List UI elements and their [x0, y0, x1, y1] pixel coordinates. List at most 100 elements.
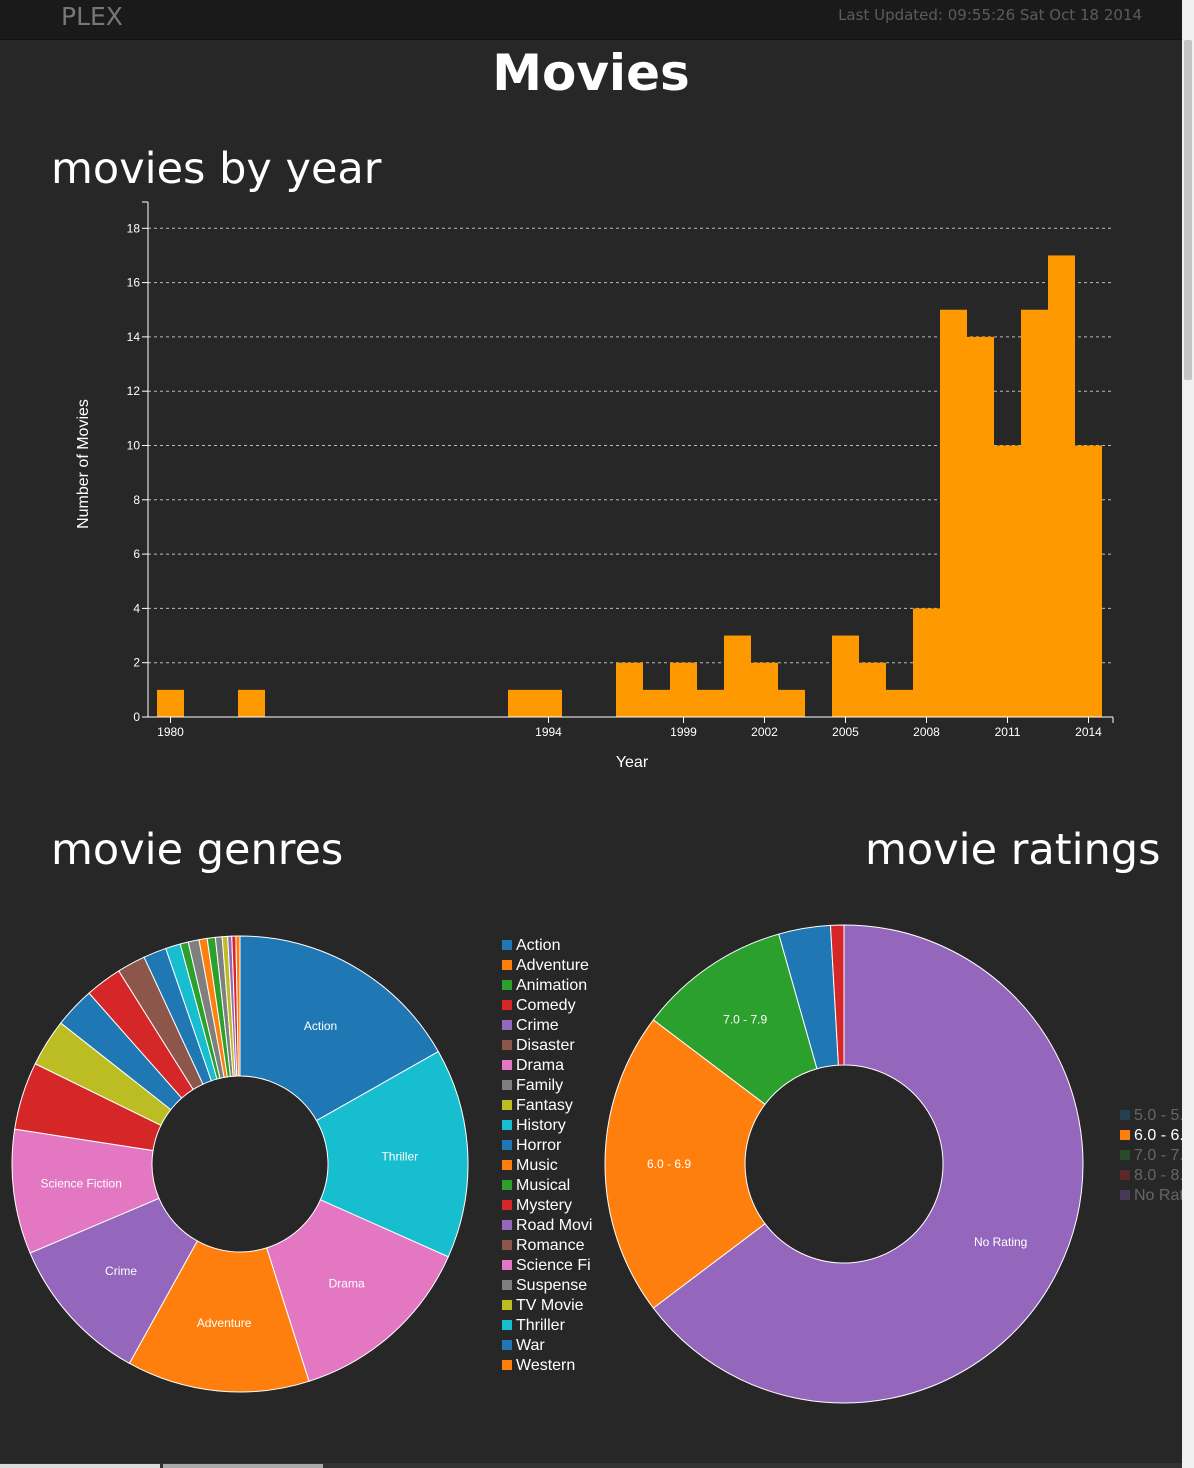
- legend-swatch: [502, 1100, 512, 1110]
- page-scrollbar[interactable]: [1182, 0, 1194, 1468]
- legend-swatch: [502, 1120, 512, 1130]
- legend-swatch: [502, 1340, 512, 1350]
- legend-swatch: [1120, 1130, 1130, 1140]
- legend-item: 7.0 - 7.: [1134, 1147, 1182, 1164]
- ratings-legend: 5.0 - 5. 6.0 - 6. 7.0 - 7. 8.0 - 8. No Rat: [1120, 1107, 1182, 1204]
- legend-swatch: [502, 1040, 512, 1050]
- legend-item: Thriller: [516, 1317, 566, 1334]
- movie-genres-chart: Action Thriller Drama Adventure Crime Science…: [11, 935, 592, 1393]
- bottom-tab-strip: [0, 1463, 1182, 1468]
- bar: [778, 689, 805, 717]
- y-axis-title: Number of Movies: [75, 399, 92, 529]
- bar: [670, 662, 697, 717]
- ratings-section-title: movie ratings: [865, 825, 1161, 875]
- top-navbar: PLEX Last Updated: 09:55:26 Sat Oct 18 2…: [0, 0, 1182, 40]
- legend-item: TV Movie: [516, 1297, 584, 1314]
- legend-item: Comedy: [516, 997, 576, 1014]
- bar: [157, 689, 184, 717]
- slice-label: Crime: [105, 1264, 137, 1278]
- scrollbar-thumb[interactable]: [1184, 40, 1192, 380]
- legend-item: History: [516, 1117, 566, 1134]
- legend-item: Suspense: [516, 1277, 587, 1294]
- slice-label: Adventure: [197, 1316, 252, 1330]
- donut-slice: [829, 924, 845, 1066]
- x-tick-label: 2005: [832, 725, 859, 739]
- donut-slice: [604, 1019, 766, 1309]
- bar: [238, 689, 265, 717]
- genres-section-title: movie genres: [51, 825, 344, 875]
- legend-item: Drama: [516, 1057, 564, 1074]
- legend-item: Horror: [516, 1137, 562, 1154]
- legend-swatch: [502, 1300, 512, 1310]
- legend-item: Road Movi: [516, 1217, 592, 1234]
- y-tick-label: 16: [127, 276, 141, 290]
- bar: [886, 689, 913, 717]
- y-tick-label: 8: [133, 493, 140, 507]
- y-tick-label: 0: [133, 710, 140, 724]
- legend-swatch: [1120, 1110, 1130, 1120]
- legend-swatch: [502, 1020, 512, 1030]
- legend-swatch: [502, 1140, 512, 1150]
- y-tick-label: 14: [127, 330, 141, 344]
- donut-slice: [266, 1199, 449, 1382]
- bottom-tab-1[interactable]: [0, 1464, 160, 1468]
- legend-swatch: [502, 1220, 512, 1230]
- bar: [1048, 255, 1075, 717]
- bar: [643, 689, 670, 717]
- legend-item: Mystery: [516, 1197, 572, 1214]
- donut-slice: [652, 924, 1084, 1404]
- movies-by-year-chart: 0 2 4 6 8 10 12 14 16 18 1980 1994 1999 2002 2005 2008 2…: [75, 201, 1114, 771]
- legend-item: Crime: [516, 1017, 559, 1034]
- bar: [832, 635, 859, 717]
- bar: [508, 689, 535, 717]
- legend-swatch: [502, 1320, 512, 1330]
- legend-swatch: [502, 1280, 512, 1290]
- bar: [535, 689, 562, 717]
- page-title: Movies: [492, 44, 690, 102]
- slice-label: 6.0 - 6.9: [647, 1157, 691, 1171]
- bar-chart-body: 0 2 4 6 8 10 12 14 16 18 1980 1994 1999 2002 2005 2008 2…: [75, 201, 1114, 771]
- bar: [724, 635, 751, 717]
- donut-slice: [29, 1197, 198, 1365]
- legend-swatch: [1120, 1150, 1130, 1160]
- movie-ratings-chart: No Rating 6.0 - 6.9 7.0 - 7.9 5.0 - 5. 6.0 -…: [604, 924, 1182, 1404]
- x-tick-label: 2008: [913, 725, 940, 739]
- legend-swatch: [502, 1260, 512, 1270]
- legend-swatch: [502, 940, 512, 950]
- legend-item: Musical: [516, 1177, 570, 1194]
- legend-swatch: [502, 1200, 512, 1210]
- legend-item: 6.0 - 6.: [1134, 1127, 1182, 1144]
- legend-item: No Rat: [1134, 1187, 1182, 1204]
- donut-slice: [128, 1240, 310, 1393]
- slice-label: Thriller: [381, 1149, 418, 1163]
- legend-item: Family: [516, 1077, 563, 1094]
- y-tick-label: 10: [127, 438, 141, 452]
- legend-swatch: [502, 1060, 512, 1070]
- legend-item: Fantasy: [516, 1097, 573, 1114]
- year-section-title: movies by year: [51, 144, 382, 194]
- bar: [1021, 309, 1048, 717]
- legend-item: Action: [516, 937, 560, 954]
- last-updated-text: Last Updated: 09:55:26 Sat Oct 18 2014: [838, 6, 1142, 24]
- bar: [859, 662, 886, 717]
- donut-body: Action Thriller Drama Adventure Crime Science…: [11, 935, 469, 1393]
- legend-swatch: [1120, 1170, 1130, 1180]
- y-tick-label: 12: [127, 384, 141, 398]
- legend-item: Adventure: [516, 957, 589, 974]
- donut-slice: [652, 933, 818, 1106]
- legend-item: Music: [516, 1157, 558, 1174]
- x-tick-label: 1999: [670, 725, 697, 739]
- brand-link[interactable]: PLEX: [61, 2, 123, 31]
- slice-label: No Rating: [974, 1235, 1027, 1249]
- slice-label: Drama: [329, 1276, 365, 1290]
- legend-item: Disaster: [516, 1037, 575, 1054]
- legend-item: War: [516, 1337, 545, 1354]
- slice-label: Action: [304, 1019, 337, 1033]
- x-axis-title: Year: [616, 754, 649, 771]
- legend-item: Animation: [516, 977, 587, 994]
- bar: [751, 662, 778, 717]
- bar: [913, 608, 940, 717]
- bottom-tab-2[interactable]: [163, 1464, 323, 1468]
- bar: [940, 309, 967, 717]
- legend-swatch: [502, 1360, 512, 1370]
